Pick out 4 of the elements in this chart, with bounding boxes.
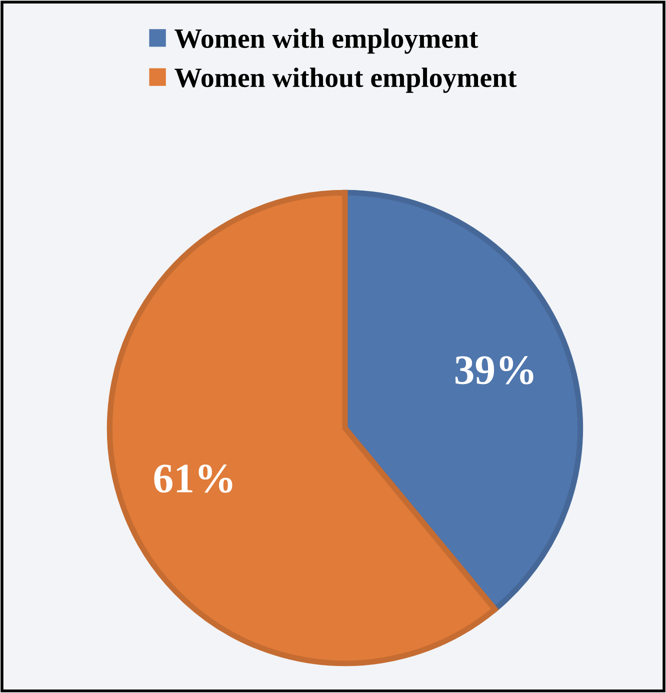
data-label: 39% — [455, 356, 534, 384]
legend-label: Women with employment — [174, 28, 478, 54]
data-label: 61% — [154, 464, 232, 493]
legend-label: Women without employment — [174, 68, 517, 93]
